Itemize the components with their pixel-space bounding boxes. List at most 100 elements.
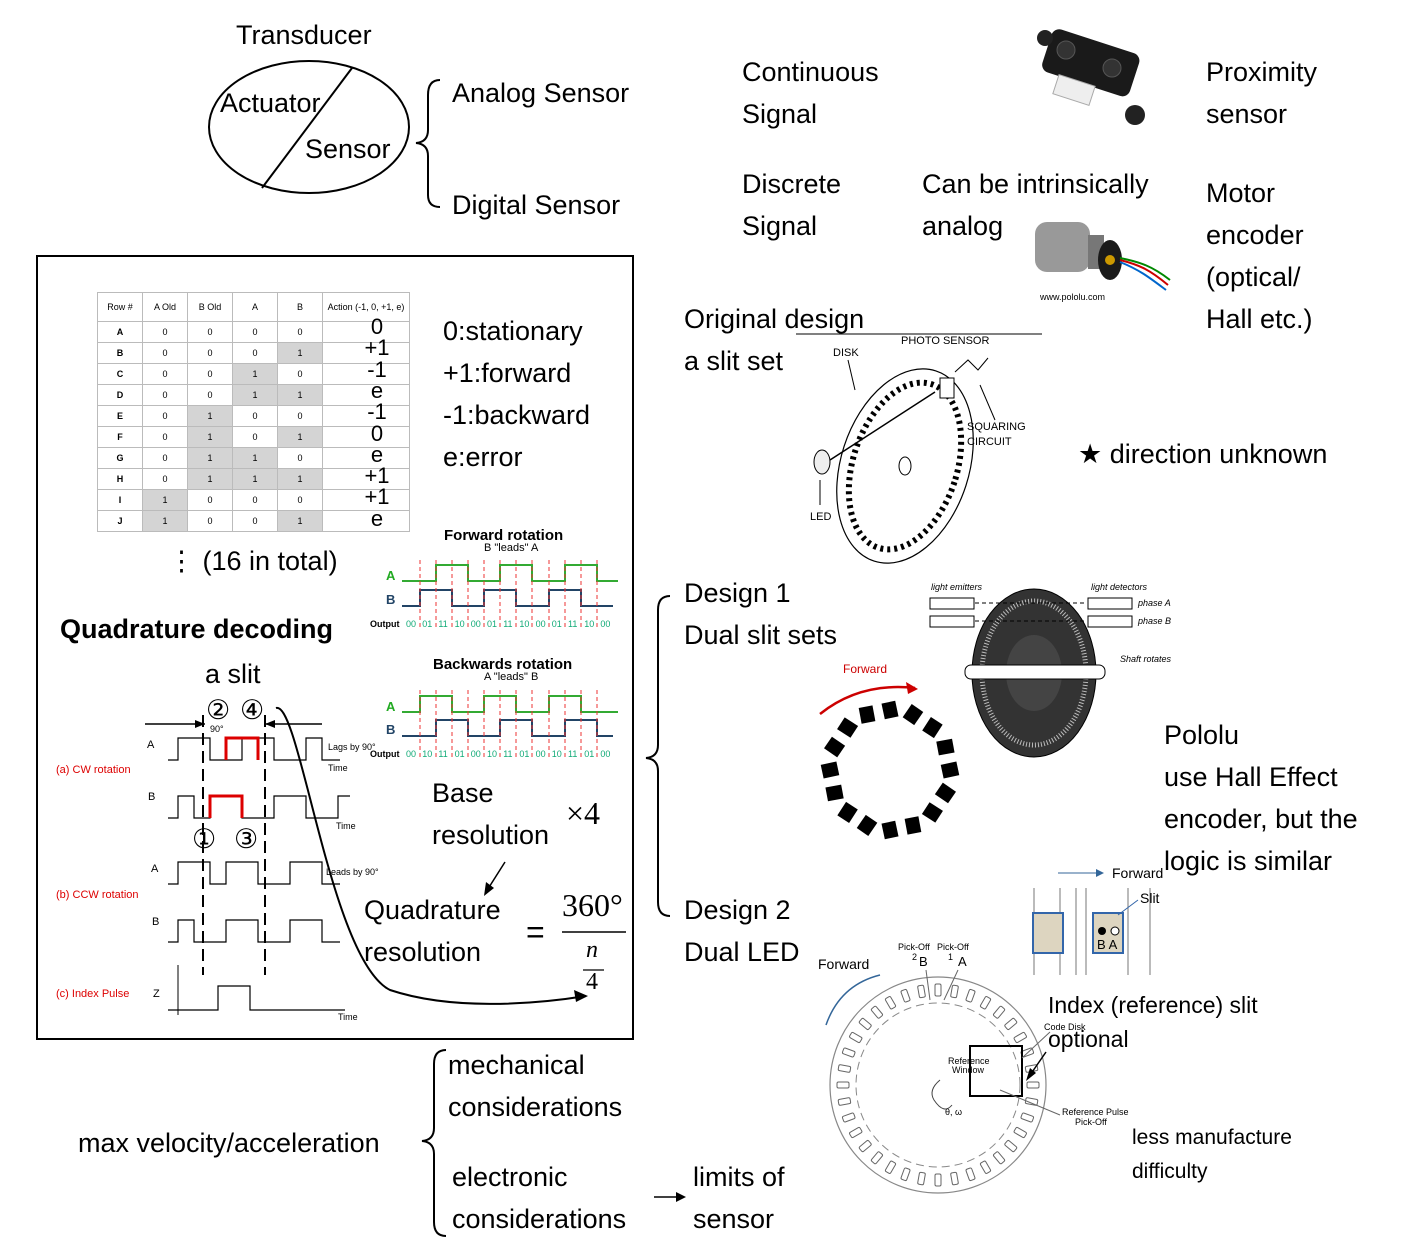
svg-text:light detectors: light detectors bbox=[1091, 582, 1148, 592]
transducer-ellipse bbox=[208, 60, 410, 194]
disk-slot bbox=[950, 1171, 959, 1186]
code-disk-image: Pick-Off Pick-Off 2 1 B A Code Disk Refe… bbox=[825, 942, 1129, 1194]
magnet-segment bbox=[837, 801, 858, 823]
disk-slot bbox=[979, 996, 992, 1010]
circle-3: ③ bbox=[234, 824, 259, 854]
limits-label: limits of bbox=[693, 1162, 785, 1192]
transducer-divider bbox=[261, 67, 353, 189]
legend-backward: -1:backward bbox=[443, 400, 591, 430]
magnet-segment bbox=[934, 782, 956, 804]
svg-text:Time: Time bbox=[328, 763, 348, 773]
magnet-segment bbox=[820, 761, 840, 779]
disk-slot bbox=[858, 1017, 872, 1030]
svg-text:phase B: phase B bbox=[1137, 616, 1171, 626]
magnet-segment bbox=[858, 705, 876, 724]
table-cell: 0 bbox=[142, 426, 188, 448]
action-value: +1 bbox=[364, 484, 390, 510]
electronic-label: electronic bbox=[452, 1162, 568, 1192]
disk-slot bbox=[837, 1097, 852, 1106]
mechanical-label: mechanical bbox=[448, 1050, 585, 1080]
disk-slot bbox=[1013, 1126, 1027, 1139]
svg-text:Pick-Off: Pick-Off bbox=[937, 942, 969, 952]
forward-rotation-chart: Forward rotation B "leads" A A B Output … bbox=[370, 527, 618, 630]
disk-slot bbox=[917, 1171, 926, 1186]
output-code: 00 bbox=[600, 749, 610, 759]
circle-4: ④ bbox=[240, 695, 265, 725]
quadrature-res-label: Quadrature bbox=[364, 895, 501, 925]
svg-text:Reference: Reference bbox=[948, 1056, 990, 1066]
svg-text:B: B bbox=[919, 954, 928, 969]
table-cell: 0 bbox=[277, 363, 323, 385]
forward-label-2: Forward bbox=[818, 956, 870, 972]
table-cell: 0 bbox=[187, 489, 233, 511]
continuous-label-2: Signal bbox=[742, 99, 818, 129]
disk-slot bbox=[979, 1160, 992, 1174]
svg-text:B "leads" A: B "leads" A bbox=[484, 542, 539, 554]
disk-slot bbox=[993, 1151, 1006, 1165]
digital-sensor-label: Digital Sensor bbox=[452, 190, 621, 220]
table-cell: 1 bbox=[232, 447, 278, 469]
table-cell: 0 bbox=[142, 363, 188, 385]
output-code: 11 bbox=[503, 749, 512, 759]
total-label: ⋮ (16 in total) bbox=[168, 546, 338, 576]
legend-forward: +1:forward bbox=[443, 358, 572, 388]
waveform-diagram: A Lags by 90° Time 90° (a) CW rotation B… bbox=[56, 715, 379, 1022]
proximity-sensor-image bbox=[1037, 29, 1145, 125]
table-cell: 1 bbox=[142, 510, 188, 532]
table-cell: 0 bbox=[277, 447, 323, 469]
magnet-segment bbox=[936, 738, 955, 756]
design1-label: Design 1 bbox=[684, 578, 791, 608]
disk-slot bbox=[965, 988, 976, 1003]
motor-label-2: encoder bbox=[1206, 220, 1304, 250]
brace-limits bbox=[421, 1049, 447, 1237]
max-velocity-label: max velocity/acceleration bbox=[78, 1128, 380, 1158]
svg-text:SQUARING: SQUARING bbox=[967, 421, 1026, 433]
motor-encoder-image: www.pololu.com bbox=[1035, 222, 1171, 302]
electronic-label-2: considerations bbox=[452, 1204, 627, 1234]
slit-label: a slit bbox=[205, 659, 261, 689]
table-cell: 0 bbox=[277, 321, 323, 343]
svg-text:Z: Z bbox=[153, 988, 160, 1000]
svg-text:CIRCUIT: CIRCUIT bbox=[967, 436, 1012, 448]
table-cell: 0 bbox=[142, 342, 188, 364]
disk-slot bbox=[1013, 1031, 1027, 1044]
svg-text:Forward: Forward bbox=[843, 662, 887, 676]
table-cell: 0 bbox=[187, 321, 233, 343]
table-cell: 0 bbox=[142, 405, 188, 427]
table-cell: 0 bbox=[142, 321, 188, 343]
action-value: -1 bbox=[367, 399, 387, 425]
magnet-segment bbox=[837, 717, 859, 738]
pololu-label-2: use Hall Effect bbox=[1164, 762, 1338, 792]
svg-text:A "leads" B: A "leads" B bbox=[484, 671, 538, 683]
output-code: 11 bbox=[438, 619, 447, 629]
index-slit-label: Index (reference) slit bbox=[1048, 992, 1258, 1018]
svg-text:phase A: phase A bbox=[1137, 598, 1171, 608]
analog-sensor-label: Analog Sensor bbox=[452, 78, 630, 108]
forward-title: Forward rotation bbox=[444, 527, 563, 544]
svg-text:Time: Time bbox=[336, 821, 356, 831]
actuator-label: Actuator bbox=[220, 88, 321, 118]
svg-text:www.pololu.com: www.pololu.com bbox=[1039, 292, 1105, 302]
magnet-segment bbox=[824, 736, 846, 758]
hall-magnet-ring: Forward bbox=[819, 662, 960, 840]
svg-text:light emitters: light emitters bbox=[931, 582, 983, 592]
intrinsic-label: Can be intrinsically bbox=[922, 169, 1149, 199]
table-cell: 0 bbox=[142, 468, 188, 490]
table-cell: 0 bbox=[232, 321, 278, 343]
output-code: 00 bbox=[536, 749, 546, 759]
svg-text:Window: Window bbox=[952, 1065, 985, 1075]
svg-text:B: B bbox=[386, 592, 395, 607]
table-cell: 0 bbox=[187, 363, 233, 385]
table-cell: 1 bbox=[232, 363, 278, 385]
table-cell: 0 bbox=[232, 342, 278, 364]
svg-text:Pick-Off: Pick-Off bbox=[898, 942, 930, 952]
table-cell: 0 bbox=[232, 426, 278, 448]
proximity-label: Proximity bbox=[1206, 57, 1318, 87]
disk-slot bbox=[849, 1031, 863, 1044]
svg-text:A: A bbox=[958, 954, 967, 969]
slit-tag: Slit bbox=[1140, 890, 1160, 906]
action-value: e bbox=[370, 441, 384, 467]
disk-slot bbox=[900, 1167, 911, 1182]
table-header: B bbox=[277, 292, 323, 322]
